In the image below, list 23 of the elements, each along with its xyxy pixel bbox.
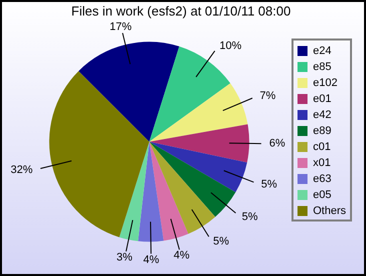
data-label: 17%	[110, 21, 132, 34]
chart-title: Files in work (esfs2) at 01/10/11 08:00	[71, 3, 291, 18]
legend-label: e89	[312, 125, 332, 138]
legend-label: e24	[312, 45, 332, 58]
data-label: 10%	[219, 40, 242, 52]
legend-label: e01	[312, 93, 332, 106]
data-label: 5%	[261, 178, 278, 190]
legend-label: e05	[312, 189, 332, 202]
legend-label: e63	[312, 173, 332, 186]
data-label: 5%	[213, 236, 230, 248]
legend-label: Others	[312, 205, 346, 218]
legend-label: e85	[312, 61, 332, 74]
data-label: 5%	[242, 210, 258, 223]
legend-label: e102	[312, 77, 338, 90]
data-label: 3%	[116, 251, 133, 264]
data-label: 6%	[269, 138, 286, 150]
data-label: 4%	[174, 249, 190, 262]
legend-label: c01	[312, 141, 331, 154]
data-label: 32%	[10, 164, 33, 176]
legend-label: e42	[312, 109, 332, 122]
data-label: 7%	[260, 90, 276, 102]
legend-label: x01	[312, 157, 331, 170]
data-label: 4%	[143, 254, 160, 266]
